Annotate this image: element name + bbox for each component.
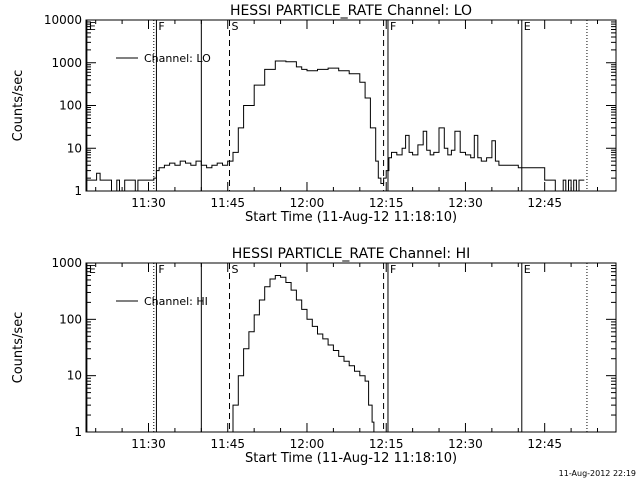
y-tick-label: 10 <box>67 141 82 155</box>
x-tick-label: 12:00 <box>290 196 325 210</box>
x-axis-label: Start Time (11-Aug-12 11:18:10) <box>245 451 457 466</box>
y-tick-label: 1 <box>74 425 82 439</box>
y-tick-label: 100 <box>59 312 82 326</box>
event-marker-label: F <box>390 263 396 276</box>
x-tick-label: 12:15 <box>369 196 404 210</box>
y-axis-label: Counts/sec <box>11 312 26 384</box>
x-tick-label: 12:30 <box>448 437 483 451</box>
x-tick-label: 12:45 <box>527 196 562 210</box>
event-marker-label: E <box>89 20 96 33</box>
x-tick-label: 11:45 <box>210 437 245 451</box>
x-tick-label: 11:30 <box>131 196 166 210</box>
y-tick-label: 1000 <box>51 56 82 70</box>
x-axis-label: Start Time (11-Aug-12 11:18:10) <box>245 210 457 225</box>
timestamp: 11-Aug-2012 22:19 <box>558 469 636 478</box>
event-marker-label: F <box>158 263 164 276</box>
legend-label: Channel: HI <box>144 295 208 308</box>
y-tick-label: 10000 <box>44 13 82 27</box>
event-marker-label: E <box>89 263 96 276</box>
legend-label: Channel: LO <box>144 52 211 65</box>
y-axis-label: Counts/sec <box>11 70 26 142</box>
chart-title: HESSI PARTICLE_RATE Channel: HI <box>232 246 470 262</box>
y-tick-label: 1 <box>74 184 82 198</box>
data-series-line <box>86 60 585 192</box>
event-marker-label: S <box>232 263 239 276</box>
event-marker-label: F <box>390 20 396 33</box>
x-tick-label: 12:00 <box>290 437 325 451</box>
x-tick-label: 11:45 <box>210 196 245 210</box>
event-marker-label: E <box>524 20 531 33</box>
x-tick-label: 12:15 <box>369 437 404 451</box>
plot-frame <box>85 262 617 433</box>
y-tick-label: 10 <box>67 369 82 383</box>
chart-panel-1: HESSI PARTICLE_RATE Channel: LO 1 10 100 100… <box>11 3 617 225</box>
chart-title: HESSI PARTICLE_RATE Channel: LO <box>230 3 472 19</box>
x-tick-label: 12:30 <box>448 196 483 210</box>
event-marker-label: S <box>232 20 239 33</box>
x-tick-label: 12:45 <box>527 437 562 451</box>
event-marker-label: F <box>158 20 164 33</box>
event-marker-label: E <box>524 263 531 276</box>
chart-panel-2: HESSI PARTICLE_RATE Channel: HI 1 10 100 100… <box>11 246 617 466</box>
x-tick-label: 11:30 <box>131 437 166 451</box>
data-series-line <box>227 275 375 433</box>
y-tick-label: 1000 <box>51 256 82 270</box>
y-tick-label: 100 <box>59 99 82 113</box>
